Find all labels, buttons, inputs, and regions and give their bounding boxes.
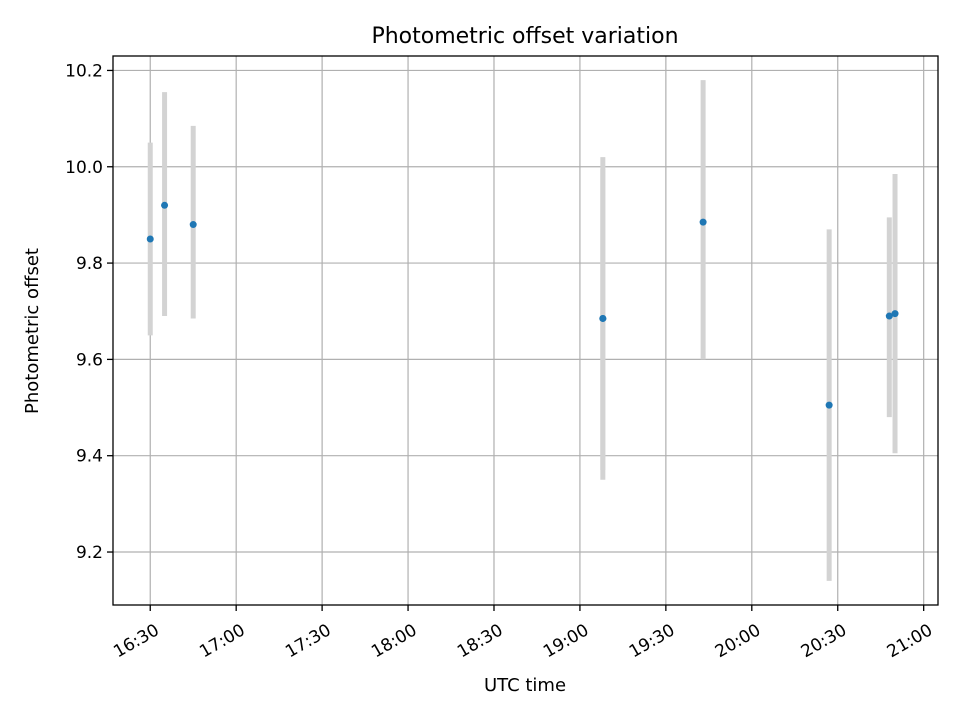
- x-tick-label: 20:00: [712, 620, 764, 662]
- y-tick-label: 9.6: [76, 350, 103, 370]
- x-tick-label: 19:30: [626, 620, 678, 662]
- y-tick-label: 9.4: [76, 447, 103, 467]
- plot-frame: [112, 55, 939, 606]
- x-tick-label: 17:00: [196, 620, 248, 662]
- x-tick-label: 18:30: [454, 620, 506, 662]
- x-tick-label: 21:00: [884, 620, 936, 662]
- errorbar-layer: [147, 80, 898, 581]
- x-axis-label: UTC time: [484, 675, 566, 696]
- x-tick-label: 16:30: [110, 620, 162, 662]
- y-axis-label: Photometric offset: [22, 248, 43, 414]
- x-tick-label: 19:00: [540, 620, 592, 662]
- data-point-1: [161, 201, 169, 209]
- y-tick-label: 9.2: [76, 543, 103, 563]
- data-point-0: [146, 235, 154, 243]
- grid-layer: [113, 56, 938, 605]
- y-tick-label: 10.2: [65, 61, 103, 81]
- data-point-7: [885, 312, 893, 320]
- data-point-6: [825, 401, 833, 409]
- chart-title: Photometric offset variation: [371, 24, 678, 49]
- data-point-8: [891, 310, 899, 318]
- x-tick-label: 20:30: [798, 620, 850, 662]
- data-point-2: [189, 221, 197, 229]
- x-tick-label: 17:30: [282, 620, 334, 662]
- y-tick-label: 9.8: [76, 254, 103, 274]
- point-layer: [146, 201, 899, 409]
- tick-layer: 16:30 17:00 17:30 18:00 18:30 19:00 19:30 20:00…: [65, 61, 936, 662]
- y-tick-label: 10.0: [65, 158, 103, 178]
- data-point-5: [699, 218, 707, 226]
- x-tick-label: 18:00: [368, 620, 420, 662]
- data-point-4: [599, 314, 607, 322]
